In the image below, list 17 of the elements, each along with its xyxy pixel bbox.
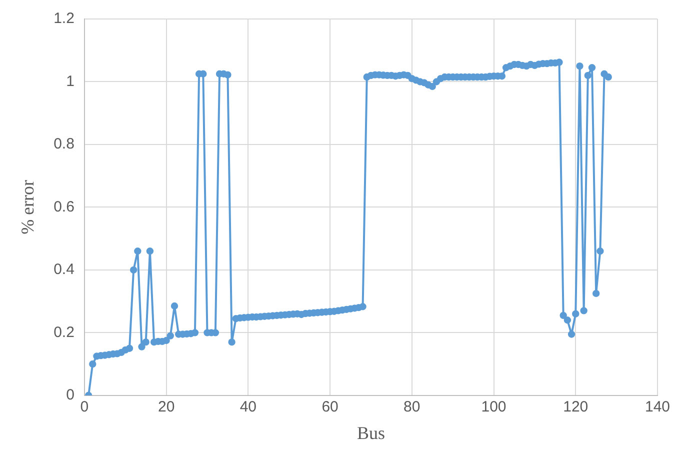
y-tick-label: 0.4 bbox=[54, 261, 74, 278]
x-tick-label: 140 bbox=[644, 398, 670, 416]
y-tick-label: 1.2 bbox=[54, 10, 74, 28]
y-tick-label: 0.2 bbox=[54, 324, 74, 341]
y-tick-label: 1 bbox=[66, 72, 74, 90]
y-tick-label: 0.6 bbox=[54, 198, 74, 216]
x-tick-label: 120 bbox=[563, 398, 588, 416]
y-tick-label: 0 bbox=[66, 386, 74, 404]
x-axis-title: Bus bbox=[356, 422, 385, 443]
x-tick-label: 20 bbox=[158, 398, 175, 416]
x-tick-label: 40 bbox=[240, 398, 257, 416]
x-tick-label: 80 bbox=[404, 398, 420, 416]
x-tick-label: 100 bbox=[481, 398, 506, 416]
x-tick-label: 60 bbox=[322, 398, 338, 416]
y-tick-label: 0.8 bbox=[54, 136, 74, 153]
y-axis-title: % error bbox=[18, 180, 38, 234]
x-tick-label: 0 bbox=[80, 398, 89, 416]
